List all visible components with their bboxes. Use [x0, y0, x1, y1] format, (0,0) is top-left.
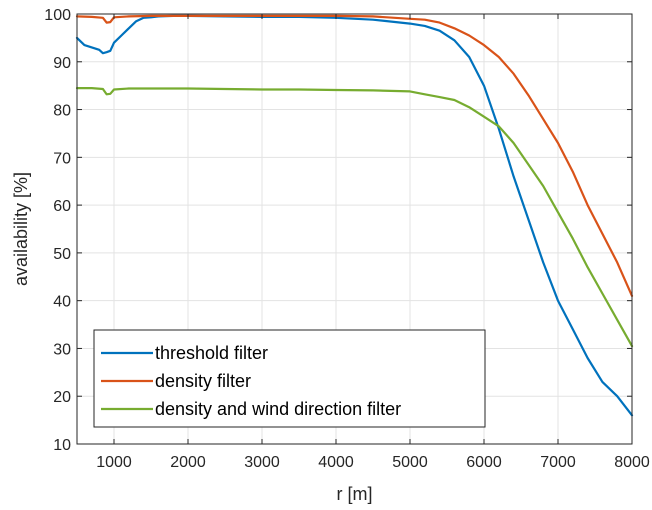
x-tick-label: 6000 — [466, 454, 502, 471]
y-tick-label: 90 — [53, 55, 71, 72]
y-tick-label: 20 — [53, 389, 71, 406]
x-tick-label: 7000 — [540, 454, 576, 471]
y-axis-label: availability [%] — [11, 172, 31, 286]
x-tick-label: 3000 — [244, 454, 280, 471]
y-tick-labels: 10 20 30 40 50 60 70 80 90 100 — [44, 7, 71, 454]
legend-label-2: density filter — [155, 371, 251, 391]
x-tick-labels: 1000 2000 3000 4000 5000 6000 7000 8000 — [96, 454, 650, 471]
x-tick-label: 8000 — [614, 454, 650, 471]
x-tick-label: 4000 — [318, 454, 354, 471]
x-tick-label: 2000 — [170, 454, 206, 471]
y-tick-label: 60 — [53, 198, 71, 215]
x-axis-label: r [m] — [337, 484, 373, 504]
y-tick-label: 30 — [53, 341, 71, 358]
y-tick-label: 80 — [53, 103, 71, 120]
y-tick-label: 100 — [44, 7, 71, 24]
series-layer — [75, 14, 634, 417]
x-tick-label: 5000 — [392, 454, 428, 471]
legend-label-1: threshold filter — [155, 343, 268, 363]
y-tick-label: 50 — [53, 246, 71, 263]
plot-frame — [76, 13, 633, 445]
legend-box — [93, 329, 486, 428]
series-line-3 — [75, 86, 634, 348]
tick-marks — [77, 13, 633, 445]
y-tick-label: 70 — [53, 150, 71, 167]
legend-label-3: density and wind direction filter — [155, 399, 401, 419]
legend: threshold filter density filter density an… — [93, 329, 486, 428]
series-line-2 — [75, 14, 634, 297]
y-tick-label: 40 — [53, 294, 71, 311]
y-tick-label: 10 — [53, 437, 71, 454]
x-tick-label: 1000 — [96, 454, 132, 471]
